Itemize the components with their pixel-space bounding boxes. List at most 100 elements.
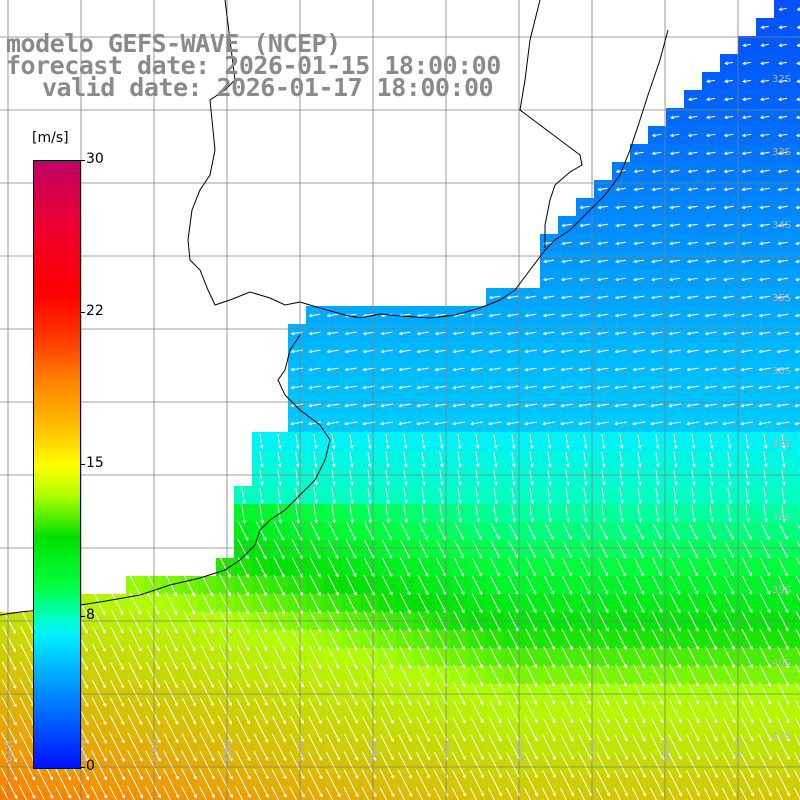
wind-arrow — [91, 697, 107, 726]
wind-arrow — [763, 433, 768, 450]
wind-arrow — [217, 768, 233, 799]
wind-arrow — [326, 349, 339, 354]
latitude-label: 39S — [772, 585, 791, 596]
wind-arrow — [763, 504, 768, 523]
wind-arrow — [470, 331, 483, 336]
wind-arrow — [487, 421, 502, 426]
wind-speed-cell — [540, 792, 559, 800]
wind-arrow — [741, 115, 752, 120]
wind-speed-cell — [792, 558, 800, 577]
wind-arrow — [526, 540, 536, 559]
wind-speed-cell — [504, 792, 523, 800]
wind-arrow — [349, 503, 354, 524]
wind-arrow — [0, 785, 10, 800]
wind-arrow — [255, 592, 268, 615]
wind-arrow — [523, 787, 532, 800]
wind-arrow — [776, 331, 789, 336]
wind-speed-cell — [144, 792, 163, 800]
wind-arrow — [781, 486, 786, 505]
wind-arrow — [344, 385, 357, 390]
wind-arrow — [525, 575, 537, 595]
wind-arrow — [470, 681, 484, 706]
wind-arrow — [421, 486, 426, 505]
wind-speed-cell — [396, 792, 415, 800]
wind-arrow — [236, 698, 251, 725]
wind-arrow — [669, 646, 681, 669]
wind-arrow — [632, 403, 645, 408]
wind-arrow — [543, 575, 555, 595]
wind-arrow — [379, 787, 388, 800]
wind-arrow — [686, 313, 699, 318]
wind-arrow — [542, 277, 555, 282]
wind-arrow — [452, 331, 465, 336]
wind-arrow — [722, 403, 735, 408]
wind-arrow — [601, 486, 606, 505]
wind-arrow — [721, 421, 736, 426]
wind-arrow — [778, 522, 788, 540]
wind-arrow — [727, 433, 732, 450]
wind-arrow — [542, 734, 556, 761]
wind-arrow — [258, 502, 265, 524]
wind-arrow — [781, 433, 786, 450]
wind-arrow — [308, 627, 322, 651]
colorbar-tickmark — [80, 160, 85, 161]
wind-arrow — [727, 451, 732, 468]
wind-arrow — [758, 734, 772, 761]
wind-arrow — [565, 504, 570, 523]
wind-arrow — [669, 593, 681, 614]
wind-arrow — [326, 313, 339, 318]
wind-arrow — [742, 522, 752, 540]
wind-arrow — [562, 540, 572, 559]
wind-speed-cell — [162, 792, 181, 800]
wind-arrow — [795, 205, 800, 210]
wind-speed-cell — [792, 774, 800, 793]
wind-arrow — [295, 451, 300, 468]
wind-arrow — [596, 681, 610, 706]
wind-arrow — [164, 679, 179, 707]
wind-arrow — [331, 469, 336, 486]
wind-arrow — [757, 421, 772, 426]
wind-arrow — [367, 451, 372, 468]
wind-arrow — [759, 133, 770, 138]
wind-arrow — [452, 663, 466, 687]
wind-arrow — [418, 522, 428, 541]
wind-arrow — [669, 205, 680, 210]
wind-arrow — [421, 469, 426, 486]
wind-arrow — [776, 295, 789, 300]
wind-arrow — [382, 522, 393, 541]
wind-arrow — [254, 662, 268, 688]
wind-arrow — [380, 349, 393, 354]
wind-arrow — [722, 367, 735, 372]
wind-arrow — [619, 469, 624, 486]
wind-arrow — [778, 43, 787, 48]
wind-arrow — [777, 241, 789, 246]
wind-arrow — [668, 403, 681, 408]
wind-arrow — [218, 680, 232, 707]
wind-arrow — [254, 698, 269, 725]
wind-arrow — [759, 241, 771, 246]
wind-arrow — [795, 115, 800, 120]
wind-arrow — [488, 716, 502, 742]
wind-arrow — [544, 522, 554, 540]
wind-arrow — [237, 574, 249, 597]
wind-arrow — [542, 295, 555, 300]
wind-arrow — [596, 331, 609, 336]
wind-arrow — [277, 433, 282, 450]
wind-arrow — [686, 349, 699, 354]
wind-arrow — [709, 504, 714, 523]
wind-arrow — [345, 592, 357, 615]
wind-arrow — [637, 451, 642, 468]
wind-arrow — [651, 205, 662, 210]
wind-arrow — [742, 43, 751, 48]
wind-arrow — [385, 469, 390, 486]
wind-arrow — [723, 187, 734, 192]
wind-arrow — [759, 115, 770, 120]
wind-arrow — [686, 734, 700, 761]
wind-arrow — [453, 628, 465, 651]
wind-arrow — [290, 627, 304, 652]
wind-arrow — [758, 313, 771, 318]
wind-arrow — [776, 259, 789, 264]
wind-arrow — [777, 187, 788, 192]
wind-arrow — [398, 367, 411, 372]
wind-arrow — [363, 575, 375, 596]
